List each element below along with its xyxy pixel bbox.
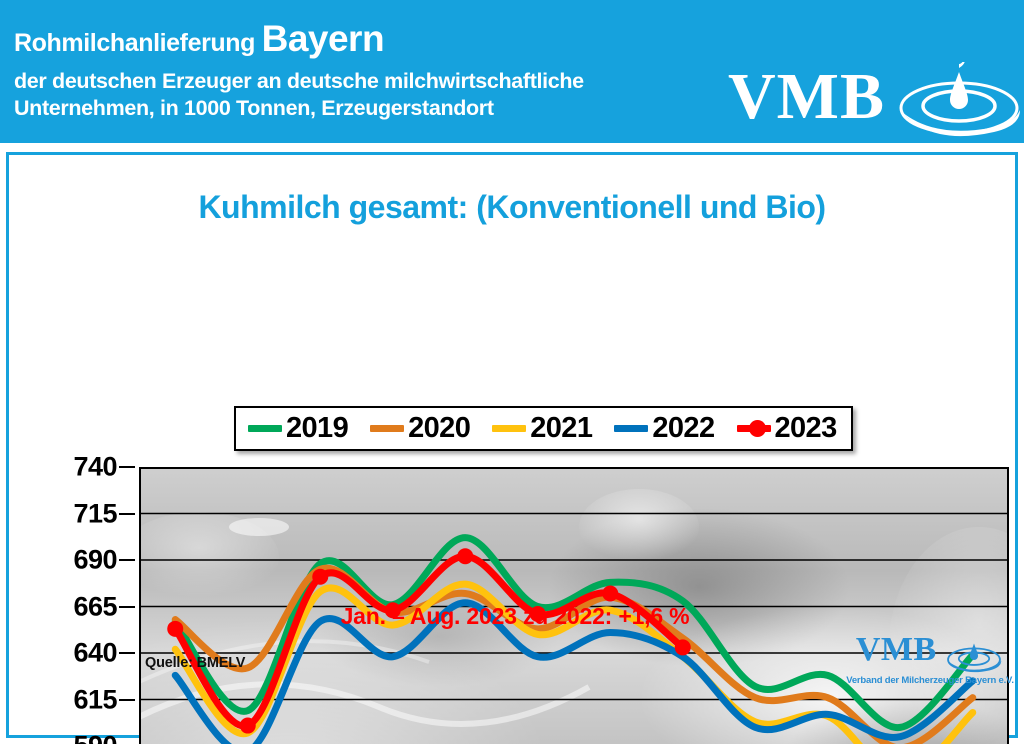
y-axis-tick xyxy=(119,605,135,608)
y-axis-label: 615 xyxy=(73,684,117,714)
y-axis-tick xyxy=(119,698,135,701)
chart-legend: 2019 2020 2021 2022 2023 xyxy=(234,406,853,451)
milk-drop-ripple-icon xyxy=(899,62,1020,137)
y-axis-label: 690 xyxy=(73,544,117,575)
data-point-2023 xyxy=(457,548,474,565)
header-title-region: Bayern xyxy=(261,18,385,59)
data-point-2023 xyxy=(239,717,256,734)
chart-panel: Kuhmilch gesamt: (Konventionell und Bio)… xyxy=(6,152,1018,744)
data-point-2023 xyxy=(602,585,619,602)
y-axis-label: 640 xyxy=(73,637,117,668)
y-axis: 740715690665640615590565540 xyxy=(9,452,135,744)
y-axis-label: 590 xyxy=(73,731,117,744)
header-title-line: Rohmilchanlieferung Bayern xyxy=(14,18,584,59)
plot-area xyxy=(139,467,1009,744)
legend-label-2022: 2022 xyxy=(652,412,715,444)
plot-lines xyxy=(139,512,1009,744)
header-subtitle-line2: Unternehmen, in 1000 Tonnen, Erzeugersta… xyxy=(14,96,494,121)
y-axis-tick xyxy=(119,512,135,515)
vmb-logo: VMB xyxy=(728,62,1020,140)
legend-label-2020: 2020 xyxy=(408,412,471,444)
vmb-logo-text: VMB xyxy=(728,60,885,133)
header-title-prefix: Rohmilchanlieferung xyxy=(14,29,256,57)
series-line-2021 xyxy=(171,580,977,744)
legend-item-2021[interactable]: 2021 xyxy=(492,412,593,445)
header-text-block: Rohmilchanlieferung Bayern der deutschen… xyxy=(14,18,584,123)
legend-label-2023: 2023 xyxy=(774,412,838,444)
header-subtitle-line1: der deutschen Erzeuger an deutsche milch… xyxy=(14,68,584,93)
legend-label-2019: 2019 xyxy=(286,412,349,444)
series-line-2019 xyxy=(171,534,977,731)
data-point-2023 xyxy=(529,605,546,622)
data-point-2023 xyxy=(312,568,329,585)
legend-item-2023[interactable]: 2023 xyxy=(736,412,838,445)
legend-swatch-2021 xyxy=(492,425,527,432)
data-point-2023 xyxy=(167,620,184,637)
series-line-2020 xyxy=(171,564,977,744)
y-axis-label: 715 xyxy=(73,498,117,528)
legend-item-2020[interactable]: 2020 xyxy=(370,412,471,445)
legend-swatch-2019 xyxy=(248,425,282,432)
legend-swatch-2023 xyxy=(736,420,771,437)
chart-title: Kuhmilch gesamt: (Konventionell und Bio) xyxy=(198,189,826,225)
legend-swatch-2020 xyxy=(370,425,405,432)
y-axis-tick xyxy=(119,652,135,654)
y-axis-tick xyxy=(119,466,135,468)
source-note: Quelle: BMELV xyxy=(145,655,246,671)
series-line-2022 xyxy=(171,599,977,744)
legend-label-2021: 2021 xyxy=(530,412,593,444)
y-axis-label: 740 xyxy=(73,451,117,482)
legend-item-2022[interactable]: 2022 xyxy=(614,412,715,445)
legend-swatch-2022 xyxy=(614,425,649,432)
data-point-2023 xyxy=(384,602,401,619)
y-axis-label: 665 xyxy=(73,591,117,621)
y-axis-tick xyxy=(119,559,135,561)
data-point-2023 xyxy=(674,639,691,656)
legend-item-2019[interactable]: 2019 xyxy=(248,412,349,445)
header-banner: Rohmilchanlieferung Bayern der deutschen… xyxy=(0,0,1024,143)
